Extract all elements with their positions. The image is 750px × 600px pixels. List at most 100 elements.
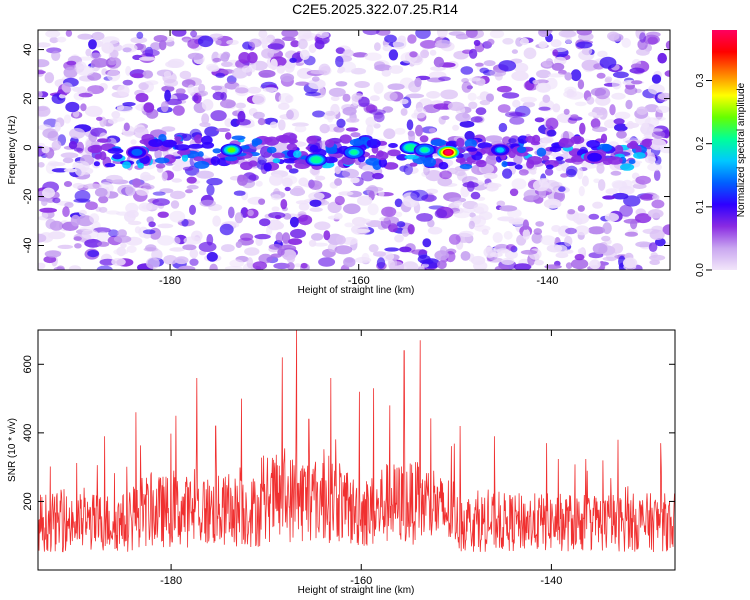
heatmap-cell [522, 219, 530, 230]
heatmap-cell [665, 40, 670, 50]
heatmap-cell [113, 235, 132, 243]
heatmap-cell [436, 30, 448, 38]
ridge-cell [404, 154, 420, 160]
heatmap-cell [234, 84, 250, 97]
heatmap-cell [63, 67, 78, 79]
heatmap-cell [470, 191, 481, 200]
heatmap-cell [335, 81, 348, 87]
ridge-cell [642, 138, 652, 148]
heatmap-cell [487, 38, 495, 46]
heatmap-cell [468, 48, 478, 59]
ridge-cell [409, 162, 418, 167]
heatmap-cell [459, 120, 475, 128]
heatmap-cell [462, 181, 479, 188]
heatmap-cell [465, 30, 478, 38]
heatmap-cell [479, 100, 491, 106]
heatmap-cell [80, 103, 87, 112]
heatmap-cell [460, 251, 471, 261]
heatmap-cell [394, 198, 403, 208]
heatmap-cell [336, 118, 346, 128]
heatmap-cell [602, 222, 612, 235]
heatmap-cell [252, 261, 267, 270]
heatmap-cell [448, 31, 466, 36]
heatmap-cell [564, 72, 572, 81]
heatmap-cell [84, 238, 102, 248]
heatmap-cell [130, 139, 137, 145]
heatmap-cell [216, 128, 231, 132]
heatmap-cell [191, 95, 199, 102]
heatmap-cell [509, 188, 519, 197]
heatmap-cell [183, 236, 202, 245]
heatmap-cell [65, 30, 73, 37]
heatmap-cell [365, 116, 377, 127]
heatmap-cell [269, 121, 278, 129]
heatmap-cell [422, 238, 432, 248]
heatmap-cell [362, 30, 380, 36]
heatmap-cell [639, 193, 655, 201]
heatmap-cell [182, 244, 197, 251]
ridge-cell [455, 157, 466, 163]
heatmap-cell [540, 235, 556, 246]
heatmap-cell [553, 244, 568, 253]
heatmap-cell [278, 93, 293, 104]
heatmap-cell [461, 81, 472, 93]
heatmap-cell [576, 41, 593, 49]
heatmap-cell [85, 48, 92, 57]
heatmap-cell [570, 69, 582, 82]
y-tick-label: 20 [22, 92, 34, 104]
ridge-cell [620, 163, 635, 171]
ridge-cell [309, 144, 319, 152]
ridge-cell [466, 147, 478, 152]
heatmap-cell [201, 113, 210, 125]
heatmap-cell [502, 38, 514, 45]
heatmap-cell [220, 52, 230, 62]
heatmap-cell [66, 60, 77, 66]
heatmap-cell [94, 187, 108, 197]
heatmap-cell [74, 164, 87, 177]
heatmap-cell [273, 262, 290, 270]
heatmap-cell [505, 111, 523, 118]
ridge-cell [516, 146, 527, 154]
heatmap-cell [534, 259, 544, 266]
heatmap-cell [351, 216, 367, 227]
heatmap-cell [614, 111, 631, 120]
heatmap-cell [513, 263, 532, 270]
heatmap-cell [248, 174, 259, 181]
heatmap-cell [163, 71, 172, 78]
ridge-cell [148, 139, 164, 147]
heatmap-cell [565, 262, 573, 269]
heatmap-cell [314, 221, 331, 231]
heatmap-cell [551, 62, 565, 71]
heatmap-cell [116, 246, 126, 257]
heatmap-cell [294, 263, 301, 268]
y-tick-label: 200 [22, 492, 34, 510]
heatmap-cell [388, 65, 404, 74]
heatmap-cell [169, 210, 186, 223]
ridge-cell [272, 158, 281, 164]
colorbar-gradient [712, 30, 737, 270]
heatmap-cell [269, 174, 284, 186]
heatmap-cell [255, 237, 263, 247]
heatmap-cell [215, 72, 225, 79]
ridge-cell [122, 161, 132, 169]
heatmap-cell [504, 250, 518, 260]
heatmap-cell [470, 116, 483, 123]
heatmap-cell [299, 49, 310, 60]
heatmap-cell [428, 128, 436, 133]
figure-title: C2E5.2025.322.07.25.R14 [292, 1, 458, 17]
heatmap-cell [246, 257, 254, 269]
heatmap-cell [292, 185, 304, 194]
heatmap-cell [605, 188, 618, 195]
heatmap-cell [62, 206, 70, 218]
heatmap-cell [189, 258, 199, 266]
ridge-cell [558, 138, 575, 148]
heatmap-cell [278, 119, 286, 131]
heatmap-cell [189, 204, 196, 215]
heatmap-cell [257, 118, 266, 126]
heatmap-cell [589, 259, 601, 270]
heatmap-cell [247, 209, 254, 217]
heatmap-cell [648, 242, 658, 253]
ridge-cell [635, 145, 642, 155]
heatmap-cell [280, 73, 295, 83]
